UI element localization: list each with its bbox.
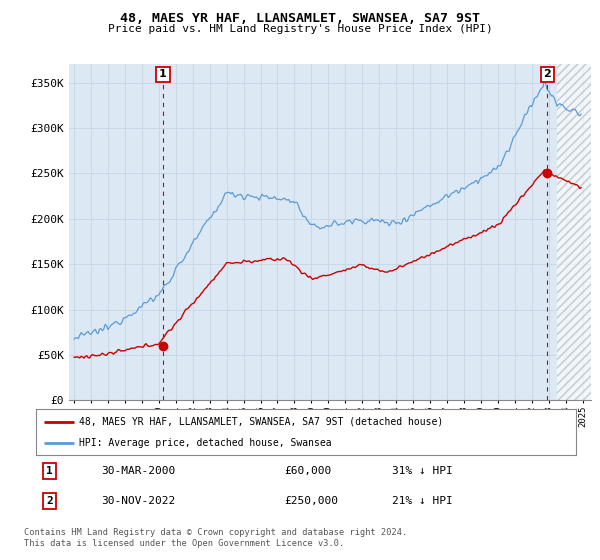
Text: Contains HM Land Registry data © Crown copyright and database right 2024.: Contains HM Land Registry data © Crown c… — [24, 528, 407, 536]
Text: 30-MAR-2000: 30-MAR-2000 — [101, 466, 175, 476]
Text: 48, MAES YR HAF, LLANSAMLET, SWANSEA, SA7 9ST: 48, MAES YR HAF, LLANSAMLET, SWANSEA, SA… — [120, 12, 480, 25]
Text: £250,000: £250,000 — [284, 496, 338, 506]
Text: 2: 2 — [544, 69, 551, 80]
Text: 21% ↓ HPI: 21% ↓ HPI — [392, 496, 453, 506]
Text: 1: 1 — [159, 69, 167, 80]
Text: 31% ↓ HPI: 31% ↓ HPI — [392, 466, 453, 476]
Bar — [557, 64, 591, 400]
Text: £60,000: £60,000 — [284, 466, 332, 476]
Text: HPI: Average price, detached house, Swansea: HPI: Average price, detached house, Swan… — [79, 438, 332, 448]
Text: 30-NOV-2022: 30-NOV-2022 — [101, 496, 175, 506]
Text: 48, MAES YR HAF, LLANSAMLET, SWANSEA, SA7 9ST (detached house): 48, MAES YR HAF, LLANSAMLET, SWANSEA, SA… — [79, 417, 443, 427]
Text: 2: 2 — [46, 496, 53, 506]
Text: This data is licensed under the Open Government Licence v3.0.: This data is licensed under the Open Gov… — [24, 539, 344, 548]
Text: Price paid vs. HM Land Registry's House Price Index (HPI): Price paid vs. HM Land Registry's House … — [107, 24, 493, 34]
Text: 1: 1 — [46, 466, 53, 476]
